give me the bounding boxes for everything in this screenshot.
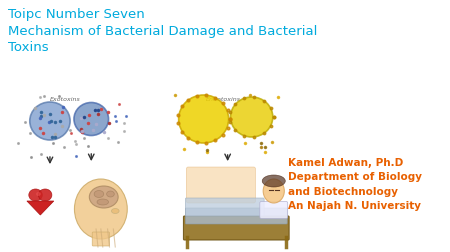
Text: Kamel Adwan, Ph.D
Department of Biology
and Biotechnology
An Najah N. University: Kamel Adwan, Ph.D Department of Biology …	[288, 158, 422, 210]
Ellipse shape	[112, 209, 119, 214]
Ellipse shape	[97, 199, 108, 205]
Polygon shape	[27, 201, 54, 215]
Ellipse shape	[107, 191, 114, 197]
FancyBboxPatch shape	[185, 208, 287, 224]
Ellipse shape	[263, 179, 284, 203]
FancyBboxPatch shape	[185, 198, 264, 216]
Ellipse shape	[94, 191, 104, 198]
Ellipse shape	[90, 186, 118, 208]
Ellipse shape	[262, 175, 285, 187]
Text: Exotoxins: Exotoxins	[50, 97, 81, 102]
FancyBboxPatch shape	[184, 216, 289, 240]
Ellipse shape	[38, 189, 52, 201]
Ellipse shape	[179, 96, 229, 143]
FancyBboxPatch shape	[92, 232, 109, 246]
Ellipse shape	[74, 179, 127, 239]
Ellipse shape	[230, 98, 273, 137]
Ellipse shape	[29, 189, 42, 201]
Ellipse shape	[30, 103, 70, 140]
FancyBboxPatch shape	[260, 202, 288, 219]
Ellipse shape	[74, 103, 108, 136]
Text: Toipc Number Seven
Mechanism of Bacterial Damage and Bacterial
Toxins: Toipc Number Seven Mechanism of Bacteria…	[8, 8, 317, 54]
Ellipse shape	[36, 192, 41, 196]
Text: Endotoxins: Endotoxins	[205, 97, 240, 102]
FancyBboxPatch shape	[186, 167, 256, 203]
